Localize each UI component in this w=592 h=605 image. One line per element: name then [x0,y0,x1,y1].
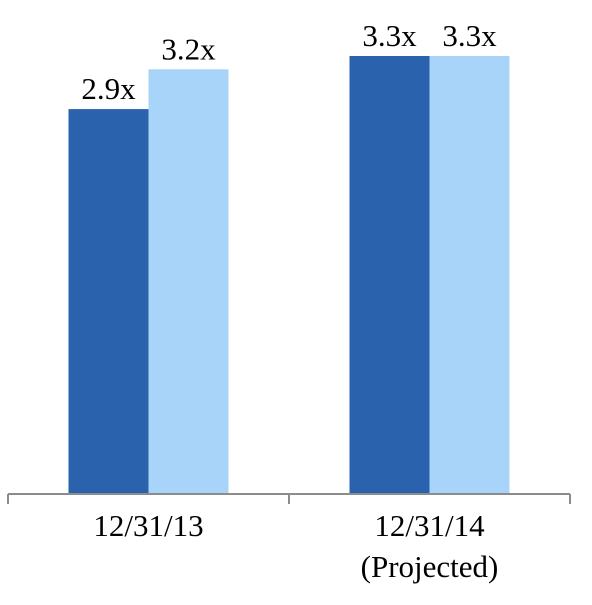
data-label-1-0: 3.3x [362,18,417,53]
bars-layer [68,56,510,494]
bar-0-1 [148,69,229,494]
bar-0-0 [68,109,149,494]
data-label-0-0: 2.9x [81,71,136,106]
category-label-1-0: 12/31/14 [374,508,485,543]
data-label-1-1: 3.3x [442,18,497,53]
x-axis: 12/31/13 12/31/14 (Projected) [7,493,571,584]
bar-1-0 [349,56,430,494]
category-label-1-1: (Projected) [361,549,499,584]
data-label-0-1: 3.2x [161,31,216,66]
category-label-0-0: 12/31/13 [93,508,203,543]
data-labels-layer: 2.9x 3.2x 3.3x 3.3x [81,18,497,106]
bar-1-1 [429,56,510,494]
